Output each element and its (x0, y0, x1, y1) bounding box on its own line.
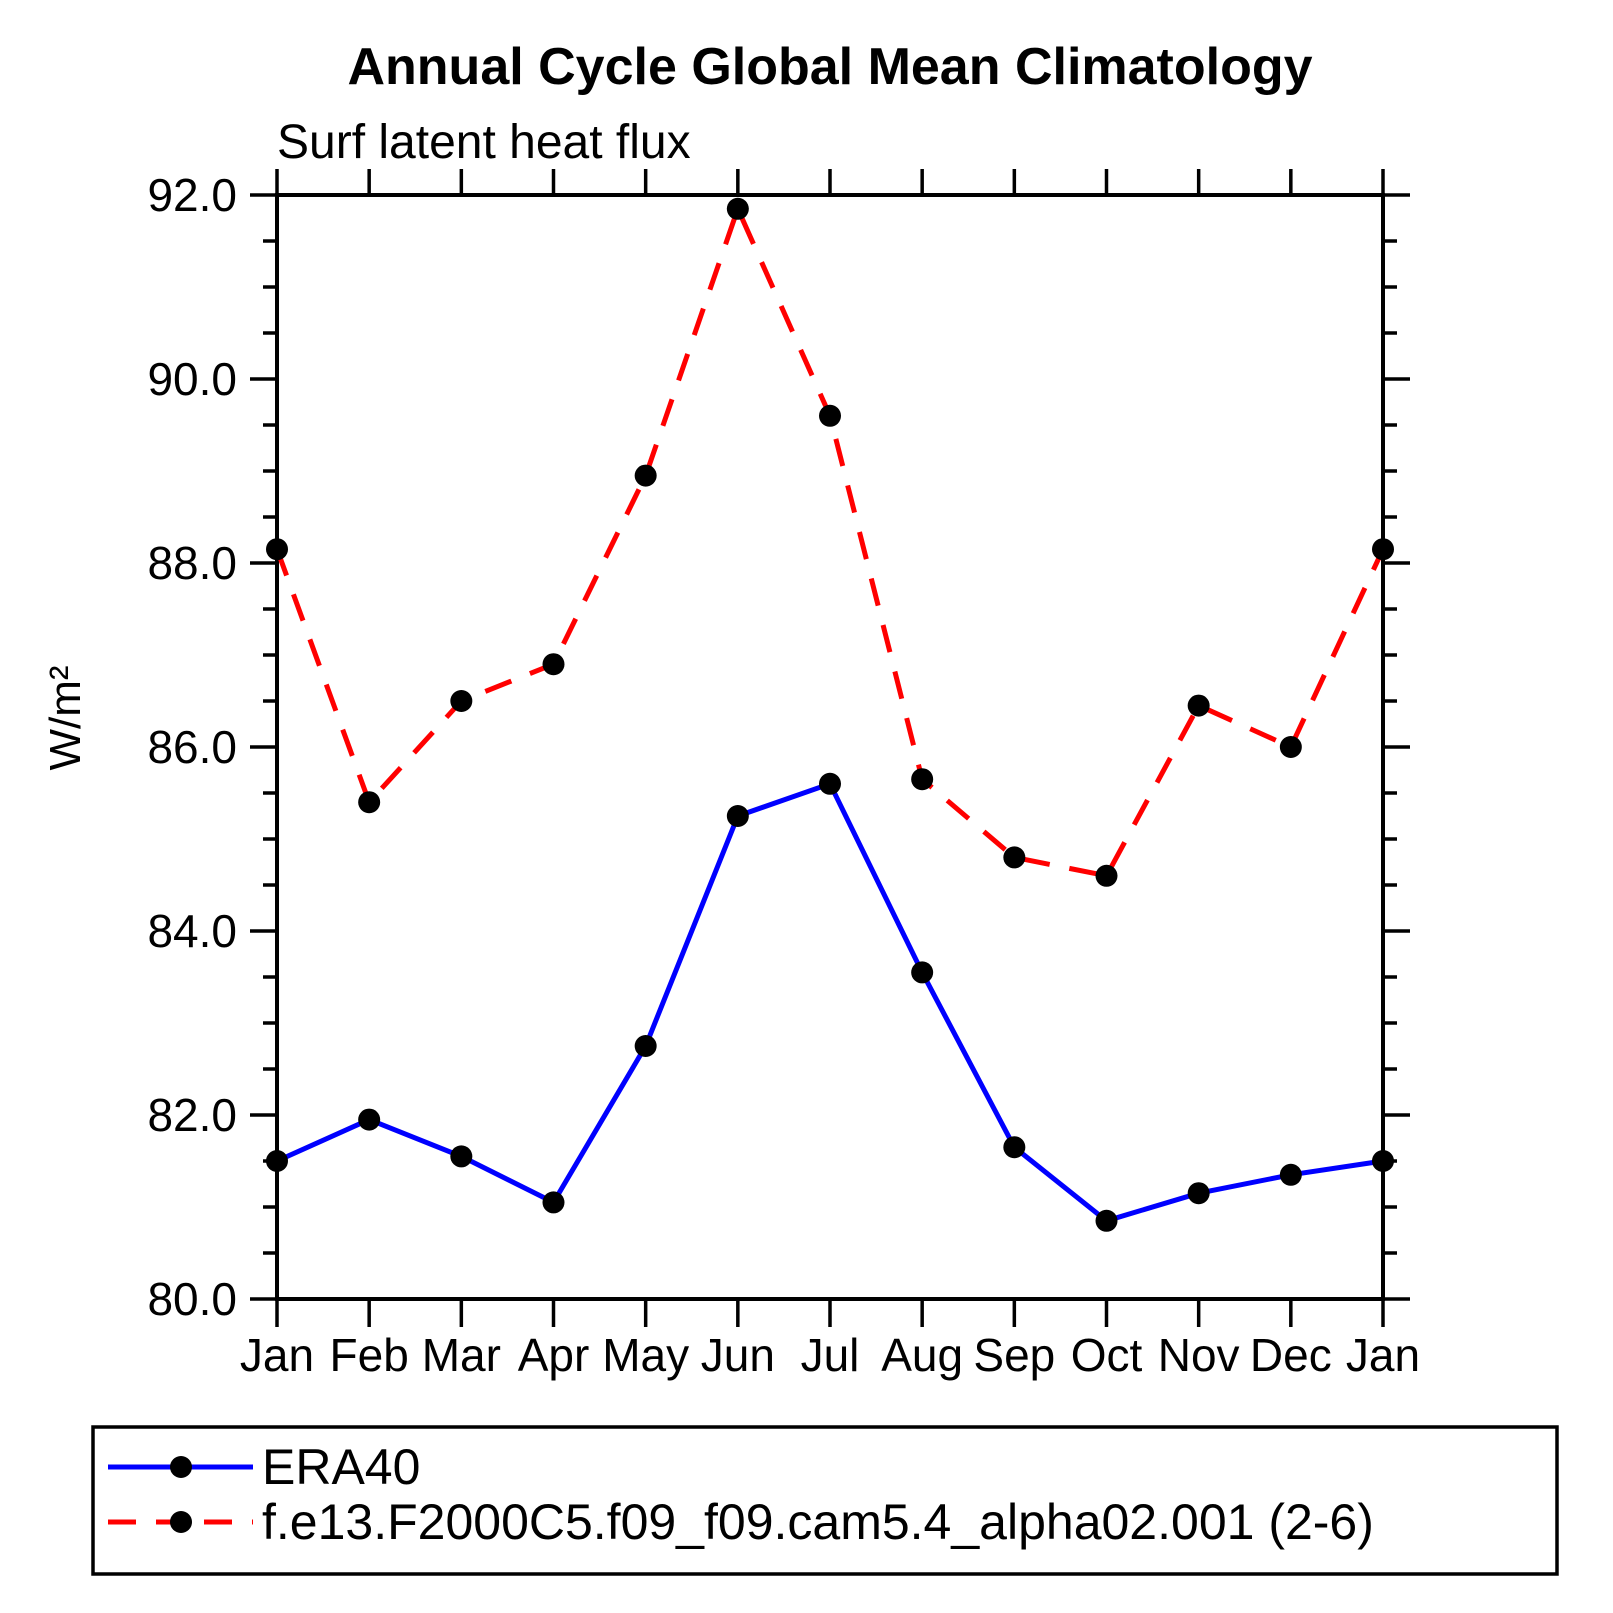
data-point (634, 464, 657, 487)
data-point (1003, 1136, 1026, 1159)
data-point (542, 1191, 565, 1214)
data-point (1187, 694, 1210, 717)
data-point (911, 768, 934, 791)
x-tick-label: Apr (518, 1329, 590, 1381)
y-tick-label: 84.0 (147, 905, 237, 957)
data-point (266, 1150, 288, 1172)
data-point (726, 197, 749, 220)
data-point (1095, 864, 1118, 887)
legend-entry-label: ERA40 (262, 1439, 420, 1495)
y-tick-label: 90.0 (147, 353, 237, 405)
data-point (1372, 538, 1394, 561)
data-point (358, 791, 381, 814)
data-point (819, 404, 841, 427)
x-tick-label: Dec (1250, 1329, 1332, 1381)
plot-frame (275, 193, 1385, 1301)
x-tick-label: Oct (1071, 1329, 1143, 1381)
x-tick-label: May (602, 1329, 689, 1381)
legend-entry-label: f.e13.F2000C5.f09_f09.cam5.4_alpha02.001… (262, 1494, 1374, 1550)
series-line (275, 780, 1384, 1224)
data-point (634, 1035, 657, 1057)
data-series (266, 197, 1394, 1232)
data-point (726, 805, 749, 827)
axes: 80.0 82.0 84.0 86.0 88.0 90.0 92.0 Jan Feb Mar Apr… (147, 169, 1420, 1381)
data-point (1095, 1209, 1118, 1232)
x-tick-label: Mar (422, 1329, 501, 1381)
legend: ERA40f.e13.F2000C5.f09_f09.cam5.4_alpha0… (91, 1425, 1559, 1576)
x-tick-label: Sep (973, 1329, 1055, 1381)
data-point (450, 1145, 473, 1168)
data-point (1372, 1150, 1394, 1172)
data-point (1279, 736, 1302, 758)
x-tick-label: Jan (1346, 1329, 1420, 1381)
data-point (911, 961, 934, 984)
y-tick-label: 86.0 (147, 721, 237, 773)
data-point (450, 690, 473, 712)
chart-subtitle: Surf latent heat flux (277, 116, 691, 169)
x-tick-label: Jul (801, 1329, 860, 1381)
legend-box (91, 1425, 1559, 1576)
data-point (358, 1108, 381, 1131)
legend-marker (170, 1456, 192, 1478)
x-tick-label: Jun (701, 1329, 775, 1381)
x-tick-label: Feb (330, 1329, 409, 1381)
data-point (1187, 1182, 1210, 1205)
y-axis-label: W/m² (41, 665, 90, 770)
y-tick-label: 92.0 (147, 169, 237, 221)
data-point (542, 653, 565, 676)
y-tick-label: 88.0 (147, 537, 237, 589)
data-point (1003, 846, 1026, 869)
x-tick-label: Aug (881, 1329, 963, 1381)
chart-title: Annual Cycle Global Mean Climatology (347, 38, 1312, 96)
x-tick-label: Nov (1158, 1329, 1240, 1381)
data-point (266, 538, 288, 561)
data-point (1279, 1163, 1302, 1186)
y-tick-label: 82.0 (147, 1089, 237, 1141)
data-point (819, 772, 841, 795)
x-tick-label: Jan (240, 1329, 314, 1381)
y-tick-label: 80.0 (147, 1273, 237, 1325)
legend-marker (170, 1511, 192, 1533)
